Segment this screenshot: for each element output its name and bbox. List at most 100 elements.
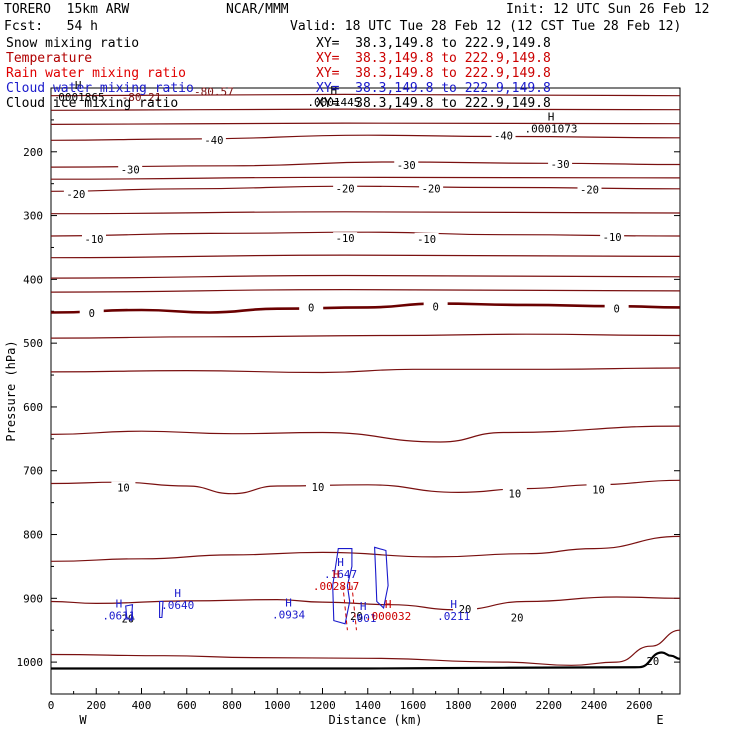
x-tick-label: 1000 (264, 699, 291, 712)
plot-frame (50, 87, 681, 695)
h-marker-letter: H (285, 597, 292, 610)
temperature-contour-line (50, 333, 681, 339)
contour-label-bg (81, 232, 106, 245)
h-marker-letter: H (548, 111, 555, 124)
east-label: E (656, 713, 663, 727)
contour-label-bg (491, 129, 516, 142)
temperature-contour-label: 0 (308, 303, 314, 315)
h-marker-letter: H (174, 587, 181, 600)
contour-label-bg (586, 483, 611, 496)
temperature-contour-label: -30 (397, 160, 416, 172)
h-marker-value: .1647 (324, 568, 357, 581)
y-tick-label: 1000 (17, 656, 44, 669)
contour-label-bg (502, 487, 527, 500)
x-tick-label: 1800 (445, 699, 472, 712)
x-tick-label: 1200 (309, 699, 336, 712)
west-label: W (79, 713, 87, 727)
contour-label-bg (423, 300, 448, 313)
temperature-contour-line (50, 122, 681, 125)
y-tick-label: 700 (23, 465, 43, 478)
top-annotation: -80.21 (122, 91, 162, 104)
temperature-contour-line (50, 302, 681, 314)
temperature-contour-line (50, 93, 681, 97)
h-marker-value: .0611 (102, 609, 135, 622)
x-tick-label: 2600 (626, 699, 653, 712)
temperature-contour-label: 0 (613, 303, 619, 315)
h-marker-letter: H (75, 79, 82, 92)
temperature-contour-label: 10 (312, 482, 325, 494)
rain-water-contour (342, 585, 348, 631)
x-tick-label: 0 (48, 699, 55, 712)
legend-rain: Rain water mixing ratio (6, 66, 187, 81)
h-marker-letter: H (116, 597, 123, 610)
h-marker-value: .002817 (313, 580, 359, 593)
x-tick-label: 1400 (355, 699, 382, 712)
temperature-contour-line (50, 108, 681, 111)
legend-cloud-water: Cloud water mixing ratio (6, 81, 194, 96)
temperature-contour-label: -20 (336, 183, 355, 195)
temperature-contour-line (50, 535, 681, 562)
valid-time: Valid: 18 UTC Tue 28 Feb 12 (12 CST Tue … (290, 19, 682, 34)
forecast-hour: Fcst: 54 h (4, 19, 98, 34)
contour-label-bg (111, 481, 136, 494)
temperature-contour-line (50, 231, 681, 237)
y-tick-label: 500 (23, 337, 43, 350)
cloud-water-contour (332, 548, 353, 625)
contour-label-bg (604, 302, 629, 315)
temperature-contour-label: 20 (350, 611, 363, 623)
init-time: Init: 12 UTC Sun 26 Feb 12 (506, 2, 710, 17)
temperature-contour-label: -10 (603, 232, 622, 244)
temperature-contour-label: -40 (204, 135, 223, 147)
x-tick-label: 2000 (490, 699, 517, 712)
cloud-water-contours (125, 546, 389, 631)
h-marker-value: .0001865 (52, 91, 105, 104)
temperature-contour-line (50, 479, 681, 495)
cloud-water-contour (125, 604, 134, 622)
contour-label-bg (201, 133, 226, 146)
contour-label-bg (394, 158, 419, 171)
y-tick-label: 900 (23, 592, 43, 605)
contour-label-bg (548, 158, 573, 171)
plot-border (50, 87, 681, 695)
legend-temperature: Temperature (6, 51, 93, 66)
temperature-contour-line (50, 596, 681, 611)
xy-cloud-ice: XY= 38.3,149.8 to 222.9,149.8 (316, 96, 551, 111)
x-tick-label: 1600 (400, 699, 427, 712)
temperature-contour-line (50, 367, 681, 374)
h-marker-value: .0640 (161, 599, 194, 612)
org-title: NCAR/MMM (226, 2, 289, 17)
contour-label-bg (299, 301, 324, 314)
temperature-contour-label: -10 (417, 234, 436, 246)
temperature-contour-line (50, 211, 681, 215)
x-tick-label: 2400 (581, 699, 608, 712)
contour-label-bg (333, 232, 358, 245)
contour-label-bg (344, 609, 369, 622)
temperature-contour-line (50, 274, 681, 279)
h-marker-value: .001 (350, 612, 377, 625)
contour-label-bg (63, 188, 88, 201)
legend-cloud-ice: Cloud ice mixing ratio (6, 96, 179, 111)
temperature-contour-line (50, 176, 681, 180)
h-marker-letter: H (333, 568, 340, 581)
temperature-contour-label: -20 (422, 183, 441, 195)
x-tick-label: 600 (177, 699, 197, 712)
contour-label-bg (505, 611, 530, 624)
h-marker-value: .0001073 (525, 123, 578, 136)
temperature-contour-label: 0 (89, 308, 95, 320)
h-marker-letter: H (337, 556, 344, 569)
x-tick-label: 2200 (536, 699, 563, 712)
temperature-contour-line (50, 161, 681, 168)
y-tick-label: 300 (23, 210, 43, 223)
contour-label-bg (600, 230, 625, 243)
x-tick-label: 800 (222, 699, 242, 712)
temperature-contour-label: -40 (494, 130, 513, 142)
xy-rain: XY= 38.3,149.8 to 222.9,149.8 (316, 66, 551, 81)
temperature-contour-label: 20 (647, 656, 660, 668)
contour-label-bg (118, 163, 143, 176)
temperature-contour-label: -20 (580, 185, 599, 197)
contour-label-bg (414, 232, 439, 245)
xy-temperature: XY= 38.3,149.8 to 222.9,149.8 (316, 51, 551, 66)
y-tick-label: 800 (23, 529, 43, 542)
x-tick-label: 200 (86, 699, 106, 712)
